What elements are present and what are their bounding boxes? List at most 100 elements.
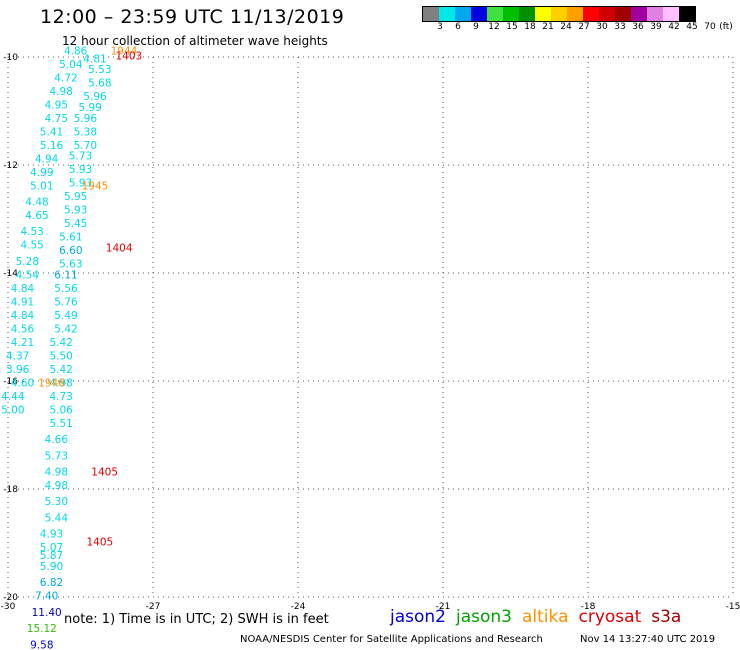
legend-label: 24 bbox=[560, 22, 572, 32]
data-label: 4.86 bbox=[64, 45, 88, 57]
data-label: 5.01 bbox=[30, 180, 53, 192]
data-label: 5.42 bbox=[49, 364, 72, 376]
y-tick-label: -12 bbox=[3, 161, 18, 171]
data-label: 5.41 bbox=[40, 126, 63, 138]
data-label: 4.73 bbox=[49, 391, 72, 403]
data-label: 5.06 bbox=[49, 404, 73, 416]
x-tick-label: -30 bbox=[1, 602, 16, 612]
data-label: 5.76 bbox=[54, 296, 78, 308]
data-label: 4.53 bbox=[20, 226, 43, 238]
legend-label: 33 bbox=[614, 22, 626, 32]
data-label: 4.21 bbox=[11, 337, 34, 349]
data-label: 1405 bbox=[86, 537, 113, 549]
data-label: 7.40 bbox=[35, 591, 58, 603]
data-label: 4.44 bbox=[1, 391, 25, 403]
data-label: 4.55 bbox=[20, 240, 43, 252]
data-label: 5.51 bbox=[49, 418, 72, 430]
data-label: 4.72 bbox=[54, 72, 77, 84]
legend-label: 9 bbox=[473, 22, 479, 32]
footer-credit: NOAA/NESDIS Center for Satellite Applica… bbox=[240, 634, 543, 645]
x-tick-label: -24 bbox=[291, 602, 306, 612]
legend-label: 6 bbox=[455, 22, 461, 32]
legend-swatch bbox=[599, 7, 615, 21]
data-label: 5.00 bbox=[1, 404, 24, 416]
data-label: 1944 bbox=[111, 45, 138, 57]
data-label: 6.11 bbox=[54, 269, 77, 281]
data-label: 5.49 bbox=[54, 310, 77, 322]
data-label: 5.44 bbox=[45, 512, 69, 524]
data-label: 4.98 bbox=[45, 480, 68, 492]
legend-swatch bbox=[647, 7, 663, 21]
data-label: 4.98 bbox=[49, 86, 72, 98]
data-label: 11.40 bbox=[32, 607, 62, 619]
data-label: 5.68 bbox=[88, 78, 111, 90]
legend-swatch bbox=[663, 7, 679, 21]
data-label: 1945 bbox=[82, 180, 109, 192]
data-label: 5.63 bbox=[59, 259, 82, 271]
source-s3a: s3a bbox=[651, 607, 682, 627]
legend-label: 15 bbox=[506, 22, 518, 32]
y-tick-label: -18 bbox=[3, 485, 18, 495]
legend-label: 12 bbox=[488, 22, 500, 32]
legend-label: 3 bbox=[437, 22, 443, 32]
data-label: 5.38 bbox=[74, 126, 97, 138]
data-label: 3.96 bbox=[6, 364, 30, 376]
source-altika: altika bbox=[522, 607, 569, 627]
data-label: 5.42 bbox=[54, 323, 77, 335]
legend-label: 70 bbox=[704, 22, 716, 32]
data-label: 1403 bbox=[115, 51, 142, 63]
y-tick-label: -14 bbox=[3, 269, 18, 279]
data-label: 4.98 bbox=[45, 467, 68, 479]
data-label: 1405 bbox=[91, 467, 118, 479]
data-label: 1946 bbox=[38, 377, 65, 389]
x-tick-label: -15 bbox=[726, 602, 740, 612]
data-label: 4.95 bbox=[45, 99, 68, 111]
legend-label: 42 bbox=[668, 22, 680, 32]
data-label: 5.73 bbox=[69, 151, 92, 163]
data-label: 5.07 bbox=[40, 542, 63, 554]
legend-label: 18 bbox=[524, 22, 536, 32]
legend-swatch bbox=[455, 7, 471, 21]
data-label: 5.53 bbox=[88, 64, 111, 76]
data-label: 5.56 bbox=[54, 283, 78, 295]
data-label: 5.28 bbox=[16, 256, 39, 268]
data-label: 4.98 bbox=[49, 377, 72, 389]
data-label: 5.04 bbox=[59, 59, 83, 71]
legend-swatch bbox=[551, 7, 567, 21]
legend-label: 36 bbox=[632, 22, 644, 32]
legend-swatch bbox=[583, 7, 599, 21]
data-label: 4.94 bbox=[35, 153, 59, 165]
data-label: 15.12 bbox=[27, 623, 57, 635]
data-label: 5.93 bbox=[69, 178, 92, 190]
data-label: 5.50 bbox=[49, 350, 72, 362]
data-label: 4.81 bbox=[83, 53, 106, 65]
legend-swatch bbox=[631, 7, 647, 21]
legend-label: 21 bbox=[542, 22, 554, 32]
x-tick-label: -18 bbox=[581, 602, 596, 612]
chart-title: 12:00 – 23:59 UTC 11/13/2019 bbox=[40, 6, 345, 28]
data-label: 6.82 bbox=[40, 577, 63, 589]
data-label: 5.99 bbox=[78, 102, 101, 114]
data-label: 5.73 bbox=[45, 450, 68, 462]
color-scale-legend bbox=[422, 6, 696, 22]
source-jason3: jason3 bbox=[456, 607, 512, 627]
satellite-source-legend: jason2 jason3 altika cryosat s3a bbox=[390, 607, 691, 627]
legend-swatch bbox=[423, 7, 439, 21]
legend-swatch bbox=[439, 7, 455, 21]
data-label: 4.60 bbox=[11, 377, 34, 389]
data-label: 5.95 bbox=[64, 191, 87, 203]
source-cryosat: cryosat bbox=[578, 607, 642, 627]
data-label: 4.65 bbox=[25, 210, 48, 222]
y-tick-label: -16 bbox=[3, 377, 18, 387]
chart-subtitle: 12 hour collection of altimeter wave hei… bbox=[62, 34, 328, 48]
legend-swatch bbox=[679, 7, 695, 21]
legend-label: 45 bbox=[686, 22, 698, 32]
data-label: 4.54 bbox=[16, 269, 40, 281]
legend-swatch bbox=[567, 7, 583, 21]
data-label: 4.66 bbox=[45, 434, 69, 446]
data-label: 5.96 bbox=[83, 91, 107, 103]
data-label: 5.93 bbox=[64, 205, 87, 217]
legend-label: 27 bbox=[578, 22, 590, 32]
data-label: 5.90 bbox=[40, 561, 63, 573]
